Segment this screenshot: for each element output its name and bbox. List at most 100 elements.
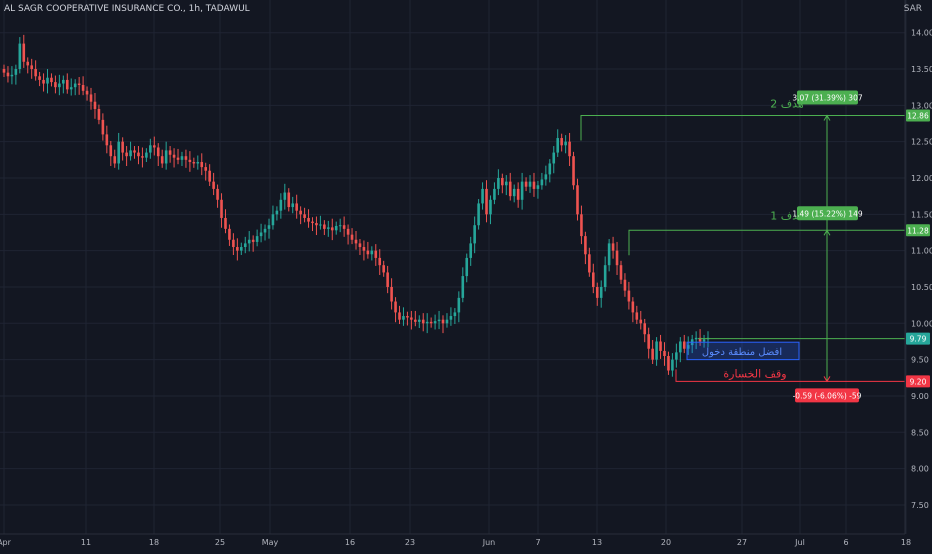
stop-loss-line xyxy=(675,369,905,382)
measure-arrow-down xyxy=(823,376,831,383)
candle-body xyxy=(623,279,627,291)
candle-body xyxy=(117,141,120,164)
candle-body xyxy=(6,72,10,77)
candle-body xyxy=(259,232,263,237)
trade-setup-overlay: افضل منطقة دخول هدف 2 هدف 1 وقف الخسارة 3.07… xyxy=(580,90,905,403)
x-tick-label: 25 xyxy=(215,538,225,547)
candle-body xyxy=(224,217,227,229)
candle-body xyxy=(694,337,698,340)
candle-body xyxy=(493,188,496,200)
candle-body xyxy=(350,234,354,240)
candle-body xyxy=(69,87,73,90)
candle-body xyxy=(338,225,342,227)
candle-body xyxy=(599,286,603,298)
candle-body xyxy=(125,152,128,157)
y-tick-label: 13.00 xyxy=(911,101,932,110)
candle-body xyxy=(659,341,662,351)
candle-body xyxy=(663,350,666,356)
candle-body xyxy=(461,276,465,298)
currency-label: SAR xyxy=(903,4,922,14)
stop-loss-label: وقف الخسارة xyxy=(723,367,786,380)
stop-loss-badge: -0.59 (-6.06%) -59 xyxy=(793,391,862,400)
candle-body xyxy=(172,154,176,158)
candle-body xyxy=(18,43,22,70)
candle-body xyxy=(386,272,389,287)
candle-body xyxy=(643,323,647,335)
x-tick-label: May xyxy=(262,538,279,547)
entry-zone-box xyxy=(686,341,800,361)
candle-body xyxy=(402,316,405,320)
candle-body xyxy=(275,210,279,215)
candle-body xyxy=(631,301,635,313)
candle-body xyxy=(311,221,314,224)
candle-body xyxy=(607,243,611,266)
candle-body xyxy=(647,334,650,349)
candle-body xyxy=(54,82,57,88)
target-2-line xyxy=(580,115,905,141)
candle-body xyxy=(220,199,223,218)
candle-body xyxy=(485,188,488,215)
candle-body xyxy=(639,319,643,324)
candle-body xyxy=(564,141,567,146)
candle-body xyxy=(417,319,421,322)
candle-body xyxy=(603,265,607,287)
candle-body xyxy=(481,188,484,204)
candle-body xyxy=(89,94,93,102)
candle-body xyxy=(30,65,33,70)
candle-body xyxy=(291,203,295,208)
candle-body xyxy=(319,224,322,226)
x-tick-label: Apr xyxy=(0,538,12,547)
x-tick-label: 23 xyxy=(405,538,415,547)
target-1-line xyxy=(628,229,905,256)
candle-body xyxy=(247,239,251,244)
candle-body xyxy=(212,181,215,189)
candle-body xyxy=(113,156,117,164)
price-tag-stop_loss: 9.20 xyxy=(910,377,927,386)
candle-body xyxy=(635,312,639,320)
candle-body xyxy=(232,239,235,248)
candle-body xyxy=(398,312,401,320)
candle-body xyxy=(489,199,492,215)
candle-body xyxy=(508,181,512,197)
candle-body xyxy=(46,77,49,84)
candle-body xyxy=(473,225,476,244)
candle-body xyxy=(702,339,706,342)
candle-body xyxy=(208,170,211,182)
candle-body xyxy=(346,228,350,235)
candle-body xyxy=(382,265,385,273)
candle-body xyxy=(251,239,255,242)
y-tick-label: 13.50 xyxy=(911,65,932,74)
y-tick-label: 9.00 xyxy=(911,392,929,401)
candle-body xyxy=(105,134,109,146)
candle-body xyxy=(62,79,65,84)
x-tick-label: 11 xyxy=(81,538,91,547)
candle-body xyxy=(196,162,200,164)
candle-body xyxy=(516,188,520,200)
candle-body xyxy=(497,178,500,189)
price-tag-target_1: 11.28 xyxy=(907,226,929,235)
candle-body xyxy=(686,345,690,349)
candle-body xyxy=(287,192,291,208)
candle-body xyxy=(544,174,548,180)
price-tag-target_2: 12.86 xyxy=(907,112,929,121)
candle-body xyxy=(145,152,148,158)
candle-body xyxy=(520,181,524,200)
candle-body xyxy=(271,214,275,226)
candle-body xyxy=(93,101,97,109)
candle-body xyxy=(406,316,409,318)
y-tick-label: 8.50 xyxy=(911,428,929,437)
price-tag-entry: 9.79 xyxy=(910,335,927,344)
y-tick-label: 9.50 xyxy=(911,356,929,365)
candle-body xyxy=(26,61,30,66)
price-tag-bg xyxy=(906,109,930,122)
x-tick-label: Jul xyxy=(794,538,805,547)
candle-body xyxy=(362,247,366,251)
candle-body xyxy=(627,290,631,302)
candle-body xyxy=(390,286,393,302)
candle-body xyxy=(679,341,682,353)
candle-body xyxy=(421,319,425,324)
candle-body xyxy=(378,257,382,266)
